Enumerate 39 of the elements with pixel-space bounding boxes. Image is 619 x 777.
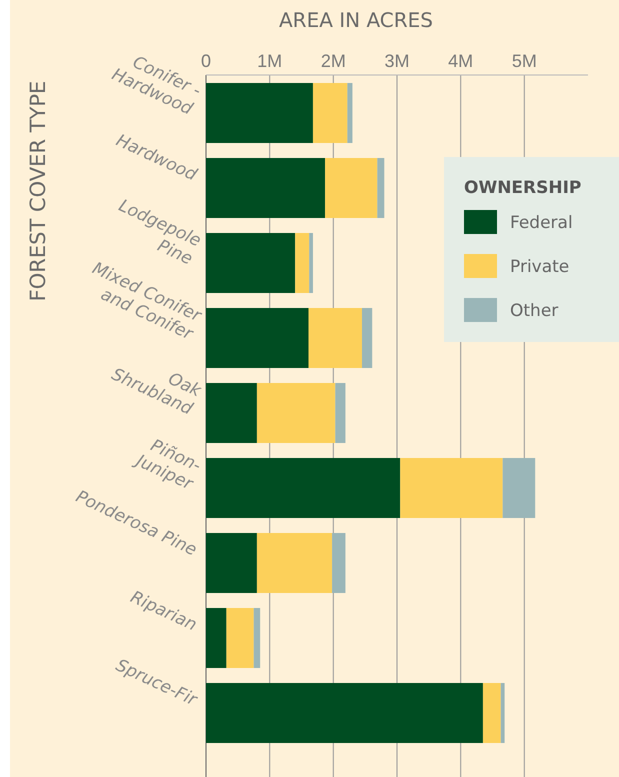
bar xyxy=(308,308,362,368)
bar xyxy=(482,683,501,743)
bar xyxy=(347,83,352,143)
bar xyxy=(362,308,372,368)
bar xyxy=(312,83,348,143)
legend-label: Federal xyxy=(510,213,573,233)
bar xyxy=(309,233,313,293)
y-axis-title: FOREST COVER TYPE xyxy=(26,80,50,302)
bar xyxy=(206,233,296,293)
x-tick-label: 5M xyxy=(512,51,537,71)
legend-label: Other xyxy=(510,301,558,321)
bar xyxy=(226,608,254,668)
x-tick-label: 2M xyxy=(320,51,346,71)
bar xyxy=(206,458,400,518)
legend-title: OWNERSHIP xyxy=(464,178,582,198)
bar xyxy=(206,608,226,668)
bar xyxy=(206,533,257,593)
bar xyxy=(256,383,336,443)
bar xyxy=(206,308,309,368)
bar xyxy=(206,683,483,743)
bar xyxy=(325,158,378,218)
x-axis-title: AREA IN ACRES xyxy=(279,8,433,32)
legend-label: Private xyxy=(510,257,570,277)
bar xyxy=(400,458,503,518)
bar xyxy=(254,608,260,668)
bar xyxy=(502,458,536,518)
x-tick-label: 1M xyxy=(257,51,282,71)
x-tick-label: 0 xyxy=(200,51,212,71)
bar xyxy=(206,383,257,443)
x-tick-label: 3M xyxy=(384,51,410,71)
bar xyxy=(335,383,346,443)
bar xyxy=(206,83,313,143)
x-tick-label: 4M xyxy=(448,51,474,71)
bar xyxy=(500,683,505,743)
bar xyxy=(377,158,384,218)
bar xyxy=(256,533,332,593)
bar xyxy=(332,533,346,593)
bar xyxy=(206,158,326,218)
bar xyxy=(295,233,310,293)
